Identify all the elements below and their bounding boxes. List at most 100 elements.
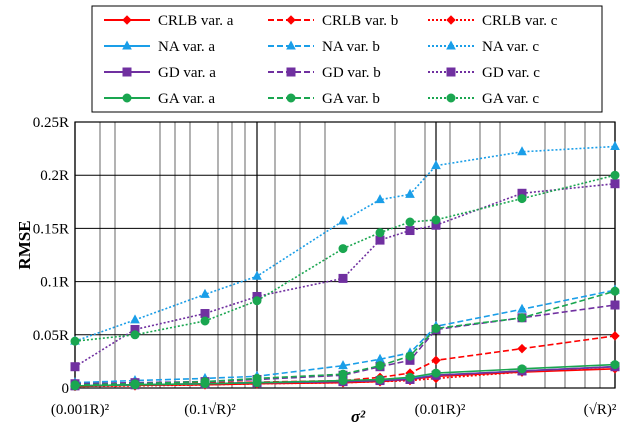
legend-entry: GD var. a xyxy=(104,65,216,81)
data-point xyxy=(610,331,620,341)
data-point xyxy=(431,323,441,333)
series-line xyxy=(74,174,616,342)
legend-entry: CRLB var. c xyxy=(428,13,558,29)
data-point xyxy=(610,179,620,189)
data-point xyxy=(517,303,527,313)
data-point xyxy=(70,336,80,346)
legend-label: GD var. b xyxy=(322,65,381,81)
data-point xyxy=(610,300,620,310)
data-point xyxy=(405,217,415,227)
legend-box xyxy=(91,5,603,113)
y-tick-labels: 0 0.05R 0.1R 0.15R 0.2R 0.25R xyxy=(33,115,69,397)
legend-entry: GA var. b xyxy=(268,91,380,107)
legend-label: NA var. c xyxy=(482,39,539,55)
data-point xyxy=(375,374,385,384)
data-point xyxy=(338,273,348,283)
x-axis-label: σ² xyxy=(351,407,366,426)
legend-entry: CRLB var. b xyxy=(268,13,398,29)
series-gd-var-c xyxy=(70,179,620,372)
plot-border xyxy=(74,121,616,389)
x-tick-label: (0.1√R)² xyxy=(184,402,236,418)
x-tick-label: (0.001R)² xyxy=(51,402,110,418)
data-point xyxy=(517,364,527,374)
series-line xyxy=(74,145,616,342)
data-point xyxy=(375,228,385,238)
legend-entry: GD var. b xyxy=(268,65,381,81)
y-tick-label: 0.25R xyxy=(33,115,69,131)
data-point xyxy=(338,360,348,370)
data-point xyxy=(200,316,210,326)
legend-marker xyxy=(446,93,456,103)
legend-label: CRLB var. b xyxy=(322,13,398,29)
data-point xyxy=(517,146,527,156)
legend-label: GD var. c xyxy=(482,65,540,81)
data-point xyxy=(130,379,140,389)
data-point xyxy=(517,194,527,204)
series-ga-var-c xyxy=(70,170,620,346)
data-point xyxy=(130,330,140,340)
y-axis-label: RMSE xyxy=(15,220,34,269)
legend: CRLB var. a CRLB var. b CRLB var. c NA var.… xyxy=(91,5,603,113)
legend-label: NA var. a xyxy=(158,39,215,55)
data-point xyxy=(338,369,348,379)
data-point xyxy=(252,373,262,383)
data-point xyxy=(405,351,415,361)
data-point xyxy=(200,377,210,387)
legend-entry: NA var. a xyxy=(104,39,215,55)
series-line xyxy=(74,365,616,388)
legend-entry: NA var. c xyxy=(428,39,539,55)
data-point xyxy=(431,355,441,366)
legend-marker xyxy=(122,40,132,50)
legend-marker xyxy=(286,40,296,50)
y-tick-label: 0.15R xyxy=(33,221,69,237)
legend-entry: GA var. a xyxy=(104,91,215,107)
x-tick-label: (√R)² xyxy=(584,402,617,418)
legend-marker xyxy=(446,67,456,77)
legend-label: CRLB var. a xyxy=(158,13,234,29)
legend-entry: GD var. c xyxy=(428,65,540,81)
data-point xyxy=(431,368,441,378)
plot-area xyxy=(70,121,620,392)
data-point xyxy=(610,360,620,370)
legend-marker xyxy=(286,67,296,77)
legend-label: CRLB var. c xyxy=(482,13,558,29)
legend-label: GA var. a xyxy=(158,91,215,107)
y-tick-label: 0 xyxy=(62,381,70,397)
data-point xyxy=(375,235,385,245)
legend-marker xyxy=(286,15,296,25)
legend-marker xyxy=(122,15,132,25)
series-ga-var-b xyxy=(70,286,620,390)
data-point xyxy=(375,361,385,371)
data-point xyxy=(200,288,210,298)
data-point xyxy=(517,343,527,354)
legend-entry: CRLB var. a xyxy=(104,13,234,29)
data-point xyxy=(431,160,441,170)
legend-entry: GA var. c xyxy=(428,91,539,107)
data-point xyxy=(405,188,415,198)
legend-label: GA var. c xyxy=(482,91,539,107)
legend-marker xyxy=(446,40,456,50)
data-point xyxy=(70,380,80,390)
data-point xyxy=(338,244,348,254)
legend-marker xyxy=(122,93,132,103)
series-line xyxy=(74,290,616,386)
series-line xyxy=(74,289,616,384)
x-tick-labels: (0.001R)² (0.1√R)² (0.01R)² (√R)² xyxy=(51,402,617,418)
data-point xyxy=(431,215,441,225)
data-point xyxy=(610,170,620,180)
data-point xyxy=(405,372,415,382)
data-point xyxy=(610,140,620,150)
legend-marker xyxy=(122,67,132,77)
data-point xyxy=(610,286,620,296)
y-tick-label: 0.2R xyxy=(40,168,69,184)
x-tick-label: (0.01R)² xyxy=(415,402,466,418)
legend-label: GA var. b xyxy=(322,91,380,107)
data-point xyxy=(375,194,385,204)
data-point xyxy=(70,362,80,372)
data-point xyxy=(338,215,348,225)
legend-marker xyxy=(286,93,296,103)
y-tick-label: 0.1R xyxy=(40,275,69,291)
series-line xyxy=(74,363,616,387)
legend-label: GD var. a xyxy=(158,65,216,81)
